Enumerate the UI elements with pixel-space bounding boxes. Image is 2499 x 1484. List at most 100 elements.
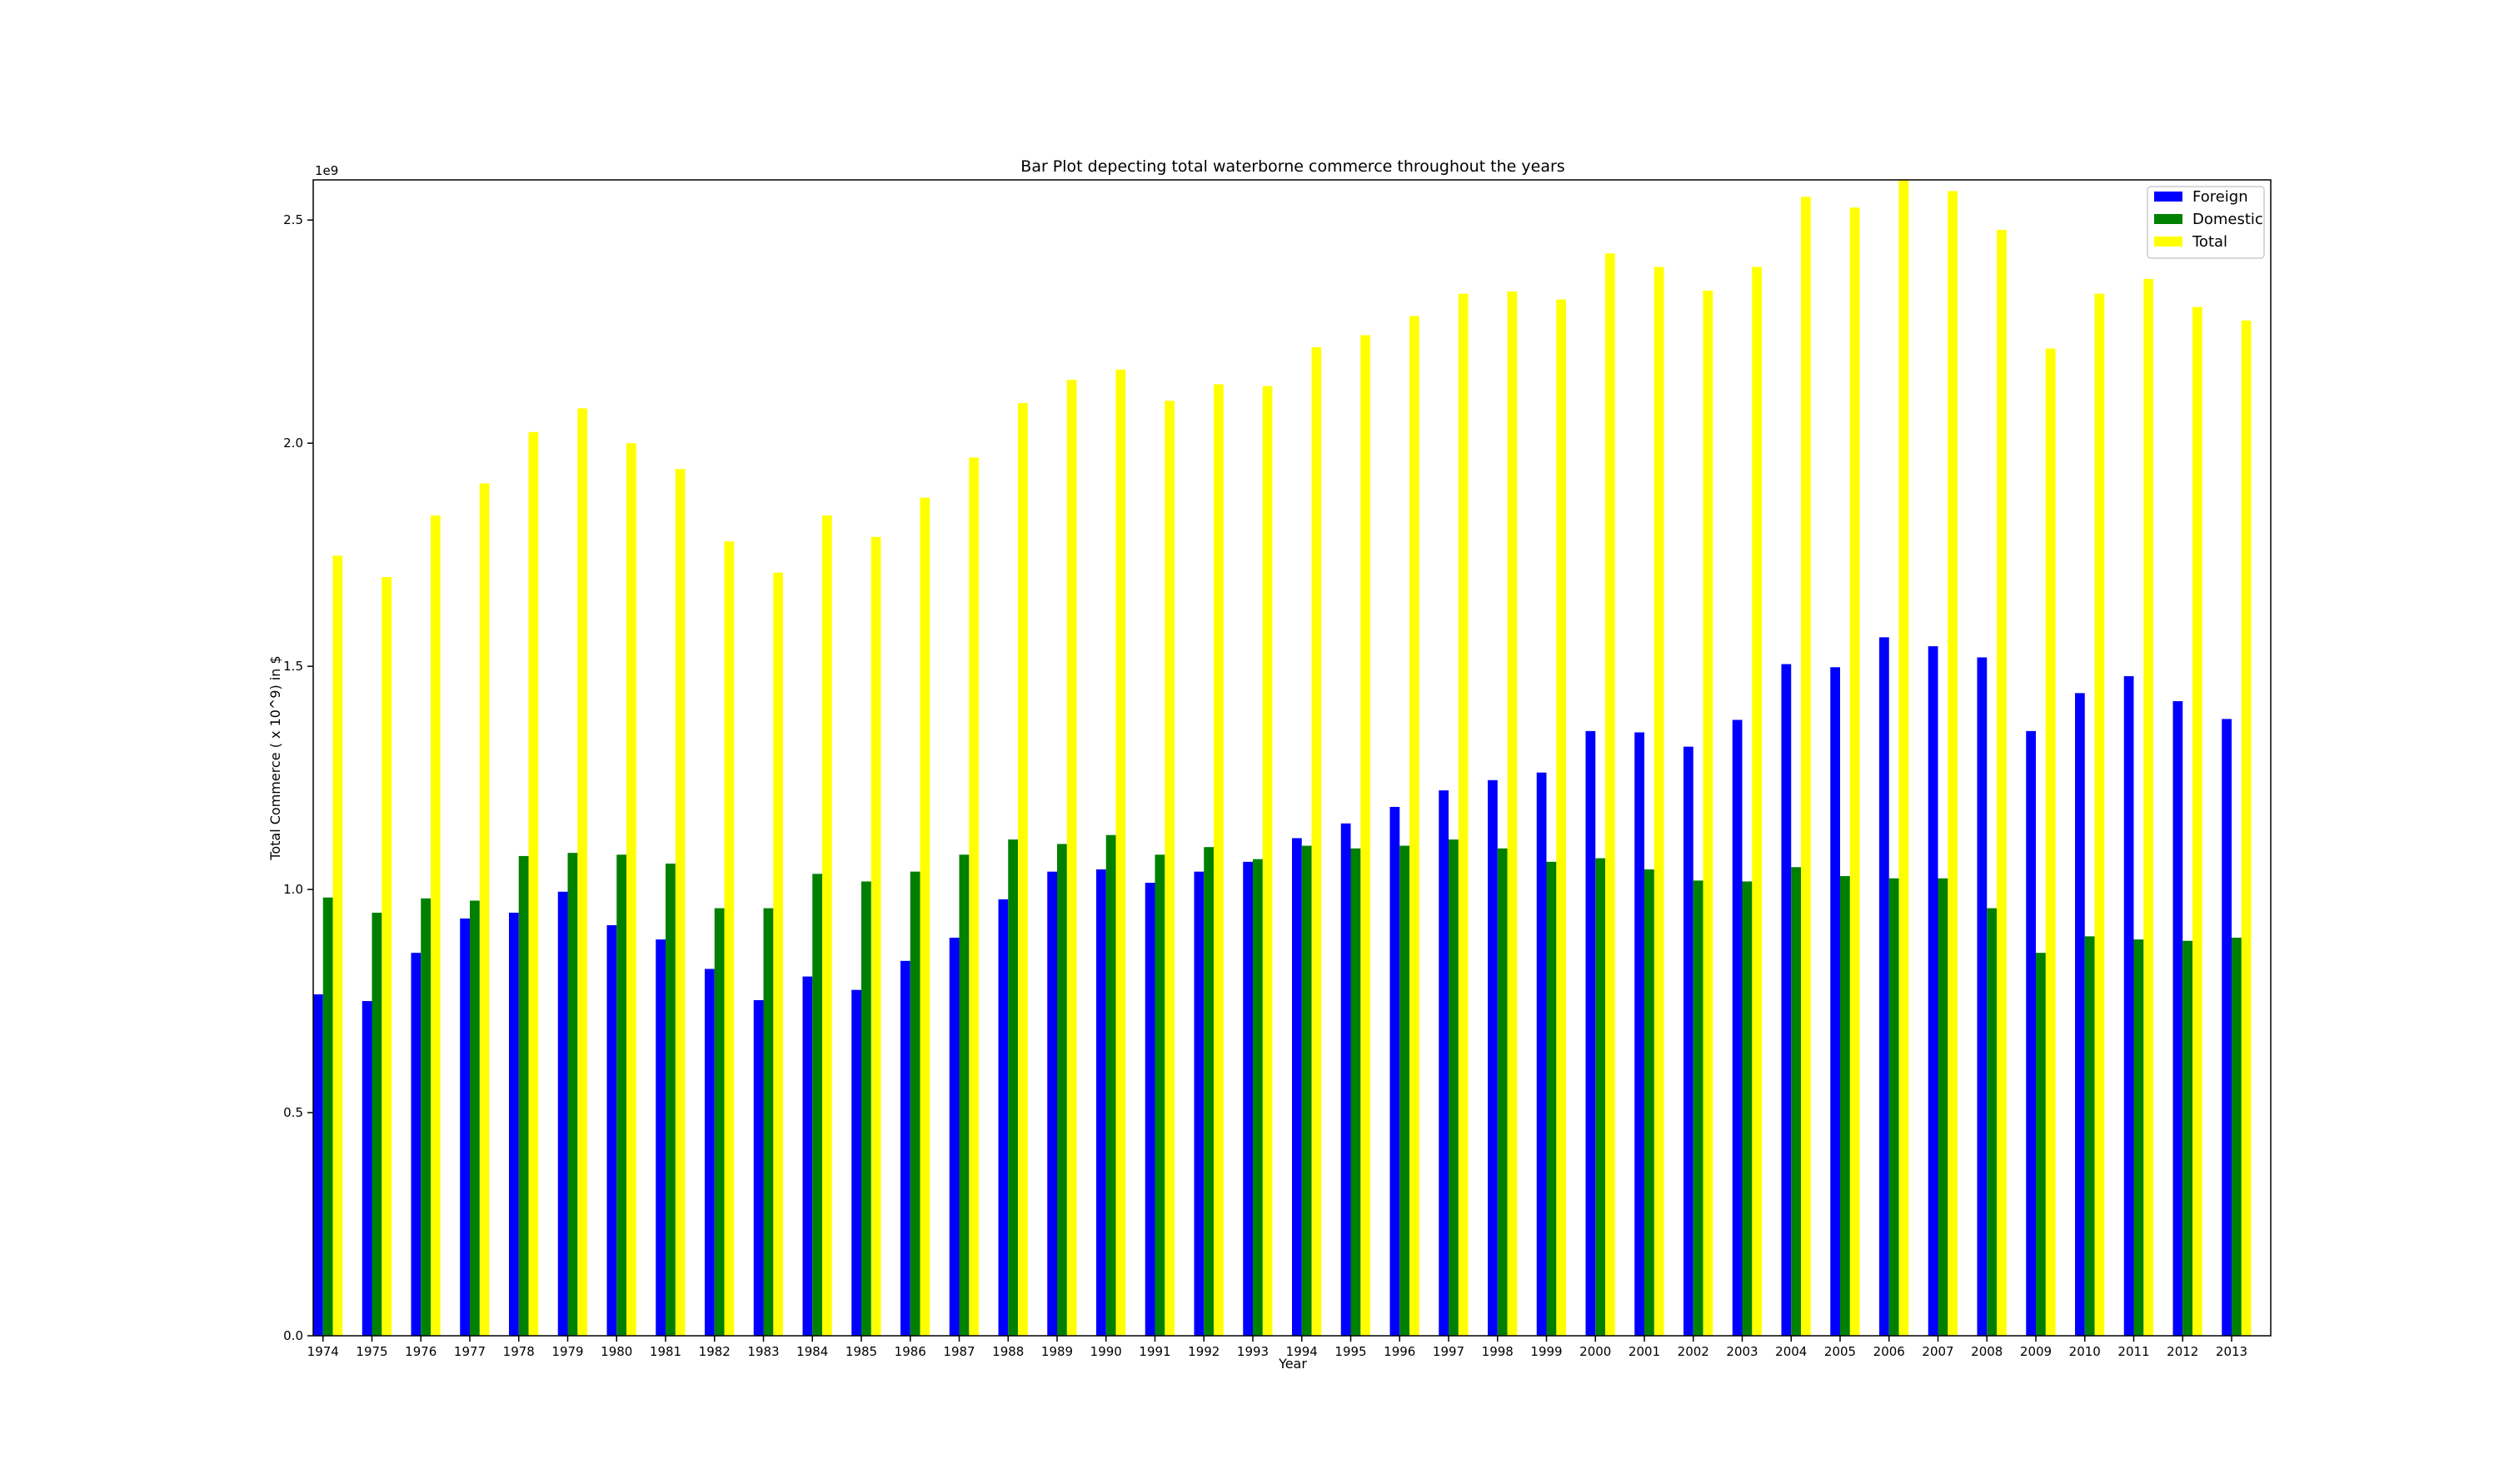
bar-domestic-2010: [2084, 936, 2095, 1336]
bar-foreign-2009: [2026, 730, 2036, 1336]
bar-domestic-1986: [910, 871, 920, 1336]
bar-total-2010: [2094, 293, 2105, 1336]
bar-foreign-2003: [1732, 720, 1743, 1336]
y-axis-label: Total Commerce ( x 10^9) in $: [267, 655, 283, 860]
bar-total-2009: [2045, 348, 2056, 1336]
bar-domestic-1980: [616, 854, 626, 1336]
x-tick-label: 2003: [1726, 1344, 1758, 1359]
x-tick-label: 2012: [2167, 1344, 2198, 1359]
bar-total-2013: [2241, 320, 2252, 1336]
x-tick-label: 1991: [1139, 1344, 1170, 1359]
bar-domestic-1988: [1008, 839, 1018, 1336]
x-axis-label: Year: [1278, 1356, 1307, 1372]
y-axis-offset-label: 1e9: [315, 163, 338, 178]
bar-domestic-1996: [1399, 845, 1409, 1336]
bar-total-1996: [1409, 316, 1419, 1337]
y-axis: 0.0 0.5 1.0 1.5 2.0 2.5: [283, 212, 313, 1343]
x-tick-label: 1997: [1433, 1344, 1464, 1359]
bar-foreign-2007: [1928, 646, 1938, 1336]
bar-total-2000: [1605, 253, 1615, 1336]
x-axis: 1974 1975 1976 1977 1978 1979 1980 1981 1982 1983…: [307, 1336, 2247, 1359]
x-tick-label: 1989: [1041, 1344, 1073, 1359]
legend-label-total: Total: [2192, 233, 2227, 251]
bar-foreign-1995: [1340, 823, 1351, 1336]
bar-domestic-1998: [1497, 848, 1508, 1336]
bar-foreign-1975: [362, 1001, 372, 1336]
bar-total-1990: [1115, 369, 1126, 1336]
bar-total-2002: [1703, 290, 1713, 1336]
bar-total-1974: [332, 555, 343, 1336]
x-tick-label: 2000: [1579, 1344, 1611, 1359]
bar-domestic-2013: [2232, 937, 2242, 1336]
bar-foreign-2002: [1683, 746, 1693, 1336]
bar-total-2003: [1752, 266, 1762, 1336]
bar-domestic-1997: [1449, 839, 1459, 1336]
x-tick-label: 1999: [1530, 1344, 1562, 1359]
x-tick-label: 1994: [1286, 1344, 1318, 1359]
x-tick-label: 1974: [307, 1344, 339, 1359]
bar-foreign-2004: [1781, 664, 1792, 1336]
bar-total-1994: [1311, 346, 1322, 1337]
bar-total-1976: [431, 515, 441, 1336]
bar-foreign-2011: [2123, 675, 2134, 1336]
bar-foreign-1993: [1243, 861, 1253, 1336]
bar-total-1987: [969, 457, 979, 1336]
x-tick-label: 1993: [1237, 1344, 1269, 1359]
bar-total-2008: [1997, 230, 2007, 1336]
bar-total-2007: [1948, 191, 1958, 1336]
bar-foreign-2013: [2222, 719, 2232, 1336]
bar-domestic-2001: [1644, 869, 1654, 1336]
bar-foreign-1992: [1194, 871, 1205, 1336]
bar-domestic-1991: [1155, 854, 1165, 1336]
bar-domestic-1975: [372, 912, 382, 1336]
bar-foreign-1974: [313, 994, 323, 1336]
bar-foreign-1988: [998, 899, 1009, 1336]
bar-total-1977: [479, 483, 490, 1336]
x-tick-label: 1980: [601, 1344, 632, 1359]
bar-domestic-1999: [1546, 861, 1557, 1336]
bar-domestic-1995: [1350, 848, 1361, 1336]
bar-total-1995: [1360, 335, 1370, 1336]
x-tick-label: 2006: [1873, 1344, 1905, 1359]
x-tick-label: 1990: [1090, 1344, 1122, 1359]
bar-total-1984: [822, 515, 832, 1336]
x-tick-label: 1981: [650, 1344, 681, 1359]
bar-domestic-2003: [1742, 881, 1753, 1336]
bar-domestic-2009: [2036, 953, 2046, 1336]
plot-area: [312, 179, 2272, 1337]
bar-total-1983: [773, 572, 783, 1336]
bar-total-2006: [1898, 180, 1909, 1336]
legend-swatch-total: [2154, 237, 2182, 247]
x-tick-label: 1995: [1334, 1344, 1366, 1359]
bar-domestic-1979: [567, 853, 578, 1336]
bar-foreign-1998: [1488, 779, 1498, 1336]
bar-domestic-2004: [1791, 867, 1801, 1336]
bar-total-1991: [1165, 401, 1175, 1336]
bar-foreign-1996: [1389, 806, 1400, 1336]
bar-foreign-1999: [1536, 772, 1547, 1336]
legend-swatch-domestic: [2154, 214, 2182, 224]
legend-swatch-foreign: [2154, 192, 2182, 202]
bar-foreign-1981: [656, 939, 666, 1336]
y-tick-label: 1.5: [283, 659, 303, 674]
legend-label-domestic: Domestic: [2192, 211, 2263, 228]
y-tick-label: 2.5: [283, 212, 303, 227]
bar-domestic-2006: [1888, 878, 1899, 1336]
bar-foreign-1989: [1047, 871, 1057, 1336]
x-tick-label: 2009: [2020, 1344, 2052, 1359]
bar-total-1992: [1214, 384, 1224, 1337]
bar-total-1978: [528, 431, 539, 1336]
y-tick-label: 2.0: [283, 436, 303, 451]
bar-total-1982: [724, 541, 735, 1336]
bar-domestic-2011: [2133, 939, 2144, 1336]
bar-total-2011: [2143, 278, 2153, 1337]
x-tick-label: 2004: [1775, 1344, 1807, 1359]
x-tick-label: 2002: [1678, 1344, 1709, 1359]
legend-label-foreign: Foreign: [2192, 188, 2248, 206]
x-tick-label: 2001: [1629, 1344, 1660, 1359]
bar-domestic-1992: [1204, 847, 1214, 1336]
y-tick-label: 0.5: [283, 1105, 303, 1120]
bar-foreign-2006: [1879, 637, 1889, 1336]
bar-total-2004: [1801, 197, 1811, 1337]
x-tick-label: 1977: [454, 1344, 486, 1359]
